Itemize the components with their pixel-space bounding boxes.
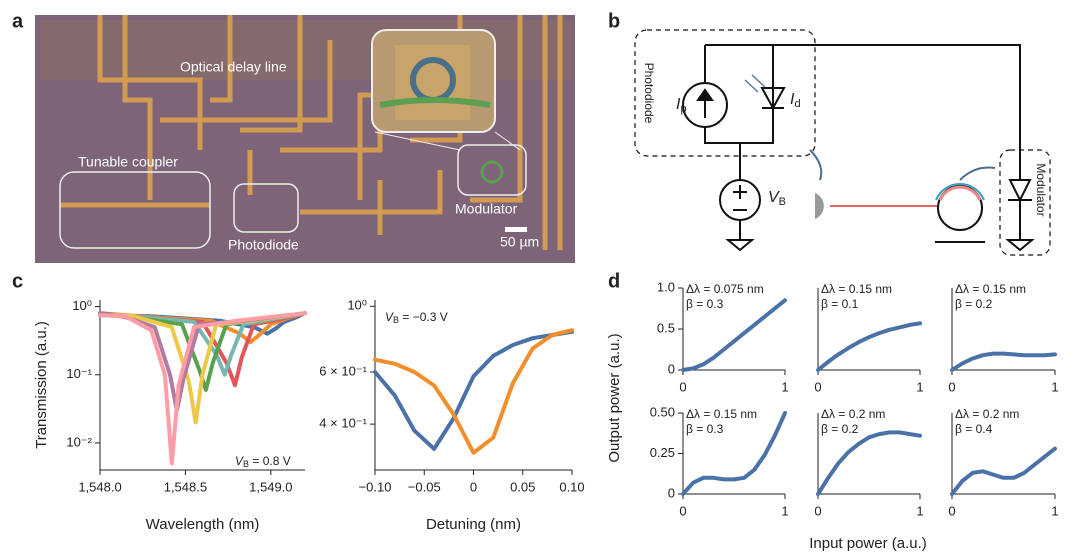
- y-tick-label: 6 × 10⁻¹: [319, 363, 367, 378]
- y-tick-label: 10⁰: [347, 298, 367, 313]
- annotation-symbol: V: [235, 454, 244, 468]
- annotation: β = 0.3: [686, 422, 724, 436]
- x-tick-label: 0: [814, 379, 821, 394]
- detector: [815, 193, 824, 219]
- x-axis-label: Wavelength (nm): [146, 516, 260, 533]
- subscript: d: [794, 98, 800, 110]
- ring-heater: [938, 185, 982, 201]
- x-tick-label: 1: [781, 503, 788, 518]
- x-tick-label: 0.05: [510, 479, 535, 494]
- x-tick-label: 1,548.0: [78, 479, 121, 494]
- symbol: I: [676, 96, 681, 113]
- micrograph: Optical delay line Tunable coupler Photo…: [35, 15, 575, 263]
- x-tick-label: 0.10: [559, 479, 584, 494]
- panel-label: d: [608, 270, 620, 292]
- x-tick-label: 1: [1051, 379, 1058, 394]
- data-line: [816, 321, 922, 372]
- annotation: β = 0.4: [955, 422, 993, 436]
- annotation: Δλ = 0.2 nm: [955, 407, 1019, 421]
- circuit-label: Photodiode: [642, 63, 656, 124]
- x-tick-label: 1: [781, 379, 788, 394]
- x-tick-label: 0: [948, 379, 955, 394]
- annotation: VB = −0.3 V: [385, 310, 448, 325]
- y-tick-label: 10⁰: [72, 298, 92, 313]
- data-line: [681, 411, 787, 496]
- symbol: V: [768, 189, 780, 206]
- y-tick-label: 10⁻¹: [66, 366, 92, 381]
- panel-label: c: [12, 270, 23, 292]
- panel-label: b: [608, 10, 620, 32]
- y-tick-label: 0.25: [650, 445, 675, 460]
- annotation: β = 0.2: [821, 422, 859, 436]
- x-tick-label: 0: [470, 479, 477, 494]
- micrograph-label: Optical delay line: [180, 59, 287, 75]
- y-axis-label: Output power (a.u.): [606, 333, 623, 462]
- annotation: β = 0.2: [955, 297, 993, 311]
- scale-bar-label: 50 µm: [500, 234, 539, 250]
- x-tick-label: −0.10: [359, 479, 392, 494]
- circuit-label: Id: [790, 91, 801, 110]
- y-tick-label: 0: [668, 485, 675, 500]
- y-tick-label: 10⁻²: [66, 434, 92, 449]
- annotation-text: = −0.3 V: [399, 310, 448, 324]
- data-line: [373, 329, 574, 451]
- data-line: [98, 311, 307, 466]
- annotation: Δλ = 0.15 nm: [686, 407, 757, 421]
- y-tick-label: 0: [668, 361, 675, 376]
- circuit-label: VB: [768, 189, 786, 208]
- micrograph-label: Tunable coupler: [78, 154, 178, 170]
- data-line: [950, 446, 1057, 496]
- micrograph-label: Modulator: [455, 201, 518, 217]
- x-tick-label: 1: [916, 379, 923, 394]
- y-tick-label: 0.50: [650, 404, 675, 419]
- annotation: β = 0.3: [686, 297, 724, 311]
- x-tick-label: 0: [679, 379, 686, 394]
- annotation: Δλ = 0.15 nm: [955, 282, 1026, 296]
- y-tick-label: 1.0: [657, 279, 675, 294]
- annotation-subscript: B: [243, 459, 249, 469]
- circuit-label: Ip: [676, 96, 687, 115]
- x-tick-label: −0.05: [408, 479, 441, 494]
- x-tick-label: 1,549.0: [249, 479, 292, 494]
- x-axis-label: Detuning (nm): [426, 516, 521, 533]
- y-tick-label: 0.5: [657, 320, 675, 335]
- x-tick-label: 0: [948, 503, 955, 518]
- data-line: [816, 430, 922, 496]
- y-axis-label: Transmission (a.u.): [33, 321, 50, 449]
- ring-electrode: [935, 183, 985, 201]
- annotation: β = 0.1: [821, 297, 859, 311]
- annotation: Δλ = 0.15 nm: [821, 282, 892, 296]
- x-tick-label: 1: [916, 503, 923, 518]
- annotation-text: = 0.8 V: [249, 454, 291, 468]
- x-axis-label: Input power (a.u.): [809, 535, 927, 552]
- subscript: B: [779, 196, 786, 208]
- micrograph-label: Photodiode: [228, 237, 299, 253]
- annotation-subscript: B: [393, 315, 399, 325]
- annotation: Δλ = 0.075 nm: [686, 282, 764, 296]
- circuit: [634, 29, 1051, 256]
- panel-label: a: [12, 10, 24, 32]
- annotation: VB = 0.8 V: [235, 454, 291, 469]
- x-tick-label: 0: [679, 503, 686, 518]
- x-tick-label: 1: [1051, 503, 1058, 518]
- circuit-label: Modulator: [1034, 163, 1048, 216]
- y-tick-label: 4 × 10⁻¹: [319, 416, 367, 431]
- annotation: Δλ = 0.2 nm: [821, 407, 885, 421]
- data-line: [681, 298, 787, 372]
- x-tick-label: 1,548.5: [164, 479, 207, 494]
- subscript: p: [680, 103, 686, 115]
- data-line: [373, 328, 574, 455]
- data-line: [950, 351, 1057, 372]
- symbol: I: [790, 91, 795, 108]
- x-tick-label: 0: [814, 503, 821, 518]
- annotation-symbol: V: [385, 310, 394, 324]
